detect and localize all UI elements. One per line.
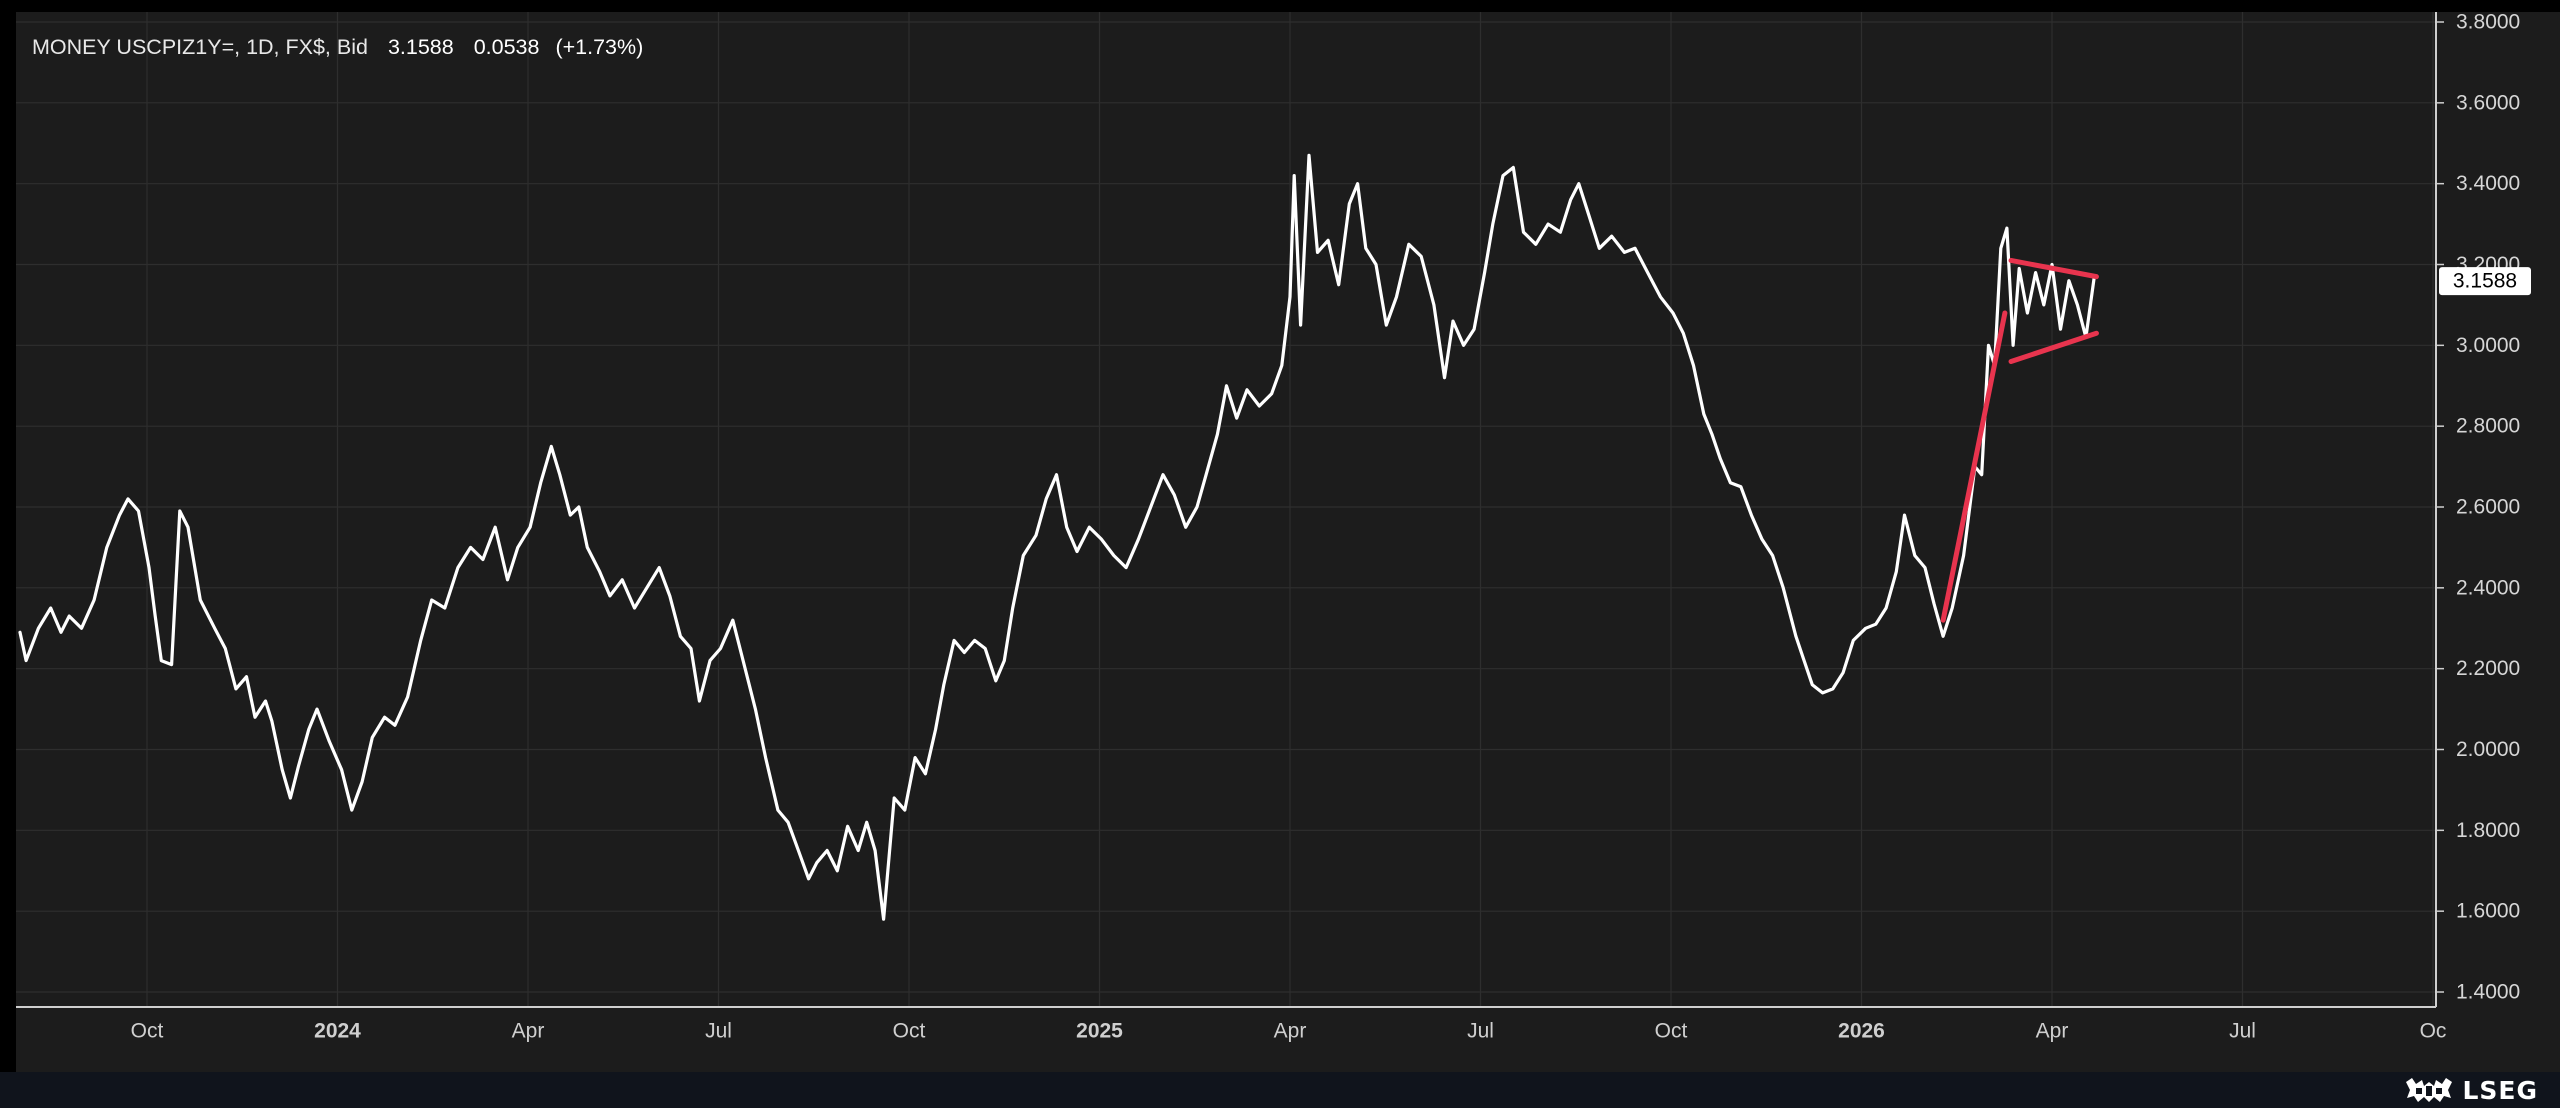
plot-panel <box>16 12 2560 1072</box>
x-tick-label: Jul <box>705 1020 732 1043</box>
series-line-0 <box>18 153 2096 921</box>
price-tag: 3.1588 <box>2439 267 2531 296</box>
y-tick-label: 2.6000 <box>2456 496 2520 519</box>
x-tick-label: Apr <box>1274 1020 1307 1043</box>
trendline <box>1940 310 2008 623</box>
brand-name: LSEG <box>2462 1075 2538 1105</box>
y-tick-label: 2.8000 <box>2456 415 2520 438</box>
lseg-crest-icon <box>2406 1078 2453 1102</box>
x-tick-label: Apr <box>2036 1020 2069 1043</box>
svg-text:MONEY USCPIZ1Y=, 1D, FX$, Bid: MONEY USCPIZ1Y=, 1D, FX$, Bid 3.1588 0.0… <box>32 35 643 59</box>
y-tick-label: 2.4000 <box>2456 576 2520 599</box>
x-tick-label: Oc <box>2420 1020 2447 1043</box>
y-tick-label: 1.4000 <box>2456 981 2520 1004</box>
price-change-pct: (+1.73%) <box>555 35 643 59</box>
x-axis-ticks: Oct 2024 Apr Jul Oct 2025 Apr Jul Oct 2026 Apr Jul O… <box>131 1020 2447 1043</box>
price-tag-label: 3.1588 <box>2453 270 2517 293</box>
x-tick-label: 2024 <box>314 1020 361 1043</box>
x-tick-label: Apr <box>512 1020 545 1043</box>
trendline <box>2008 257 2099 280</box>
y-tick-label: 3.4000 <box>2456 172 2520 195</box>
x-tick-label: Oct <box>893 1020 926 1043</box>
x-tick-label: Oct <box>131 1020 164 1043</box>
x-tick-label: Jul <box>1467 1020 1494 1043</box>
instrument-label: MONEY USCPIZ1Y=, 1D, FX$, Bid <box>32 35 368 59</box>
y-tick-label: 1.8000 <box>2456 819 2520 842</box>
gridlines <box>16 12 2436 1007</box>
y-axis-ticks: 1.4000 1.6000 1.8000 2.0000 2.2000 2.4000 2.60… <box>2436 11 2520 1004</box>
price-chart[interactable]: Oct 2024 Apr Jul Oct 2025 Apr Jul Oct 2026 Apr Jul O… <box>0 0 2560 1072</box>
x-tick-label: Oct <box>1655 1020 1688 1043</box>
y-tick-label: 2.2000 <box>2456 657 2520 680</box>
x-tick-label: 2026 <box>1838 1020 1885 1043</box>
price-tag-box <box>2439 267 2531 296</box>
trendline <box>2008 330 2099 364</box>
footer-bar <box>0 1072 2560 1108</box>
y-tick-label: 1.6000 <box>2456 900 2520 923</box>
y-tick-label: 3.0000 <box>2456 334 2520 357</box>
y-tick-label: 3.8000 <box>2456 11 2520 34</box>
price-change: 0.0538 <box>474 35 540 59</box>
pattern-annotations <box>1940 257 2099 623</box>
x-tick-label: Jul <box>2229 1020 2256 1043</box>
x-tick-label: 2025 <box>1076 1020 1123 1043</box>
y-tick-label: 2.0000 <box>2456 738 2520 761</box>
y-tick-label: 3.6000 <box>2456 91 2520 114</box>
chart-header: MONEY USCPIZ1Y=, 1D, FX$, Bid 3.1588 0.0… <box>32 35 643 59</box>
lseg-logo: LSEG <box>2404 1072 2538 1108</box>
last-price: 3.1588 <box>388 35 454 59</box>
series-layer <box>18 153 2096 921</box>
